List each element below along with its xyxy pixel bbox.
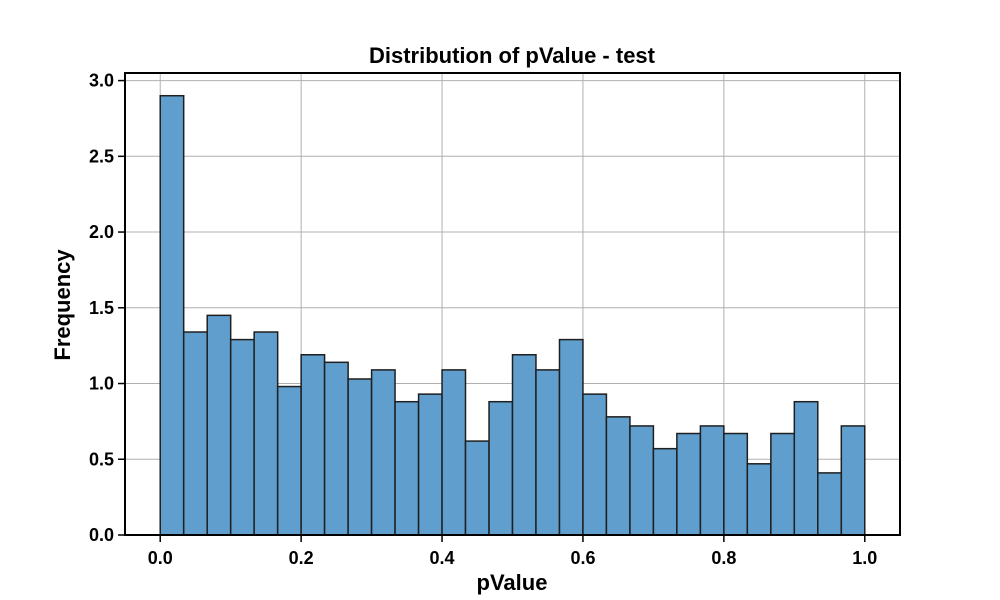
- x-axis-label: pValue: [477, 570, 548, 595]
- y-tick-label: 2.0: [89, 222, 114, 242]
- chart-title: Distribution of pValue - test: [369, 43, 656, 68]
- x-tick-label: 0.4: [430, 548, 455, 568]
- histogram-bar: [746, 463, 772, 536]
- histogram-bar: [676, 432, 702, 536]
- x-tick-label: 1.0: [852, 548, 877, 568]
- axis-ticks: 0.0 0.2 0.4 0.6 0.8 1.0 0.0 0.5 1.0 1.5 2.0 2.5 3.0: [89, 71, 877, 568]
- histogram-bar: [817, 472, 843, 536]
- histogram-bar: [629, 425, 655, 536]
- histogram-bars: [159, 94, 866, 536]
- y-tick-label: 1.5: [89, 298, 114, 318]
- histogram-bar: [182, 331, 208, 536]
- histogram-bar: [488, 400, 514, 536]
- histogram-bar: [370, 369, 396, 536]
- x-tick-label: 0.0: [148, 548, 173, 568]
- histogram-bar: [699, 425, 725, 536]
- y-axis-label: Frequency: [50, 249, 75, 361]
- histogram-bar: [511, 353, 537, 536]
- histogram-bar: [347, 378, 373, 536]
- histogram-bar: [605, 416, 631, 536]
- histogram-bar: [723, 432, 749, 536]
- histogram-bar: [300, 353, 326, 536]
- histogram-bar: [840, 425, 866, 536]
- x-tick-label: 0.6: [570, 548, 595, 568]
- histogram-bar: [535, 369, 561, 536]
- histogram-bar: [464, 440, 490, 536]
- histogram-bar: [394, 400, 420, 536]
- y-tick-label: 3.0: [89, 71, 114, 91]
- histogram-bar: [793, 400, 819, 536]
- histogram-bar: [323, 361, 349, 536]
- histogram-bar: [159, 94, 185, 536]
- y-tick-label: 0.0: [89, 525, 114, 545]
- histogram-bar: [206, 314, 232, 536]
- x-tick-label: 0.8: [711, 548, 736, 568]
- histogram-bar: [229, 338, 255, 536]
- histogram-bar: [417, 393, 443, 536]
- histogram-bar: [441, 369, 467, 536]
- y-tick-label: 1.0: [89, 374, 114, 394]
- histogram-bar: [276, 385, 302, 536]
- histogram-bar: [582, 393, 608, 536]
- histogram-bar: [253, 331, 279, 536]
- y-tick-label: 0.5: [89, 449, 114, 469]
- x-tick-label: 0.2: [289, 548, 314, 568]
- histogram-bar: [652, 447, 678, 536]
- plot-frame: [124, 72, 901, 536]
- y-tick-label: 2.5: [89, 146, 114, 166]
- histogram-bar: [770, 432, 796, 536]
- histogram-bar: [558, 338, 584, 536]
